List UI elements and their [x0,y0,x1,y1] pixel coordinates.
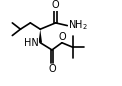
Text: O: O [48,64,56,74]
Text: O: O [52,0,59,10]
Text: HN: HN [24,38,38,48]
Polygon shape [38,29,42,43]
Text: NH$_2$: NH$_2$ [68,19,88,33]
Text: O: O [58,32,66,42]
